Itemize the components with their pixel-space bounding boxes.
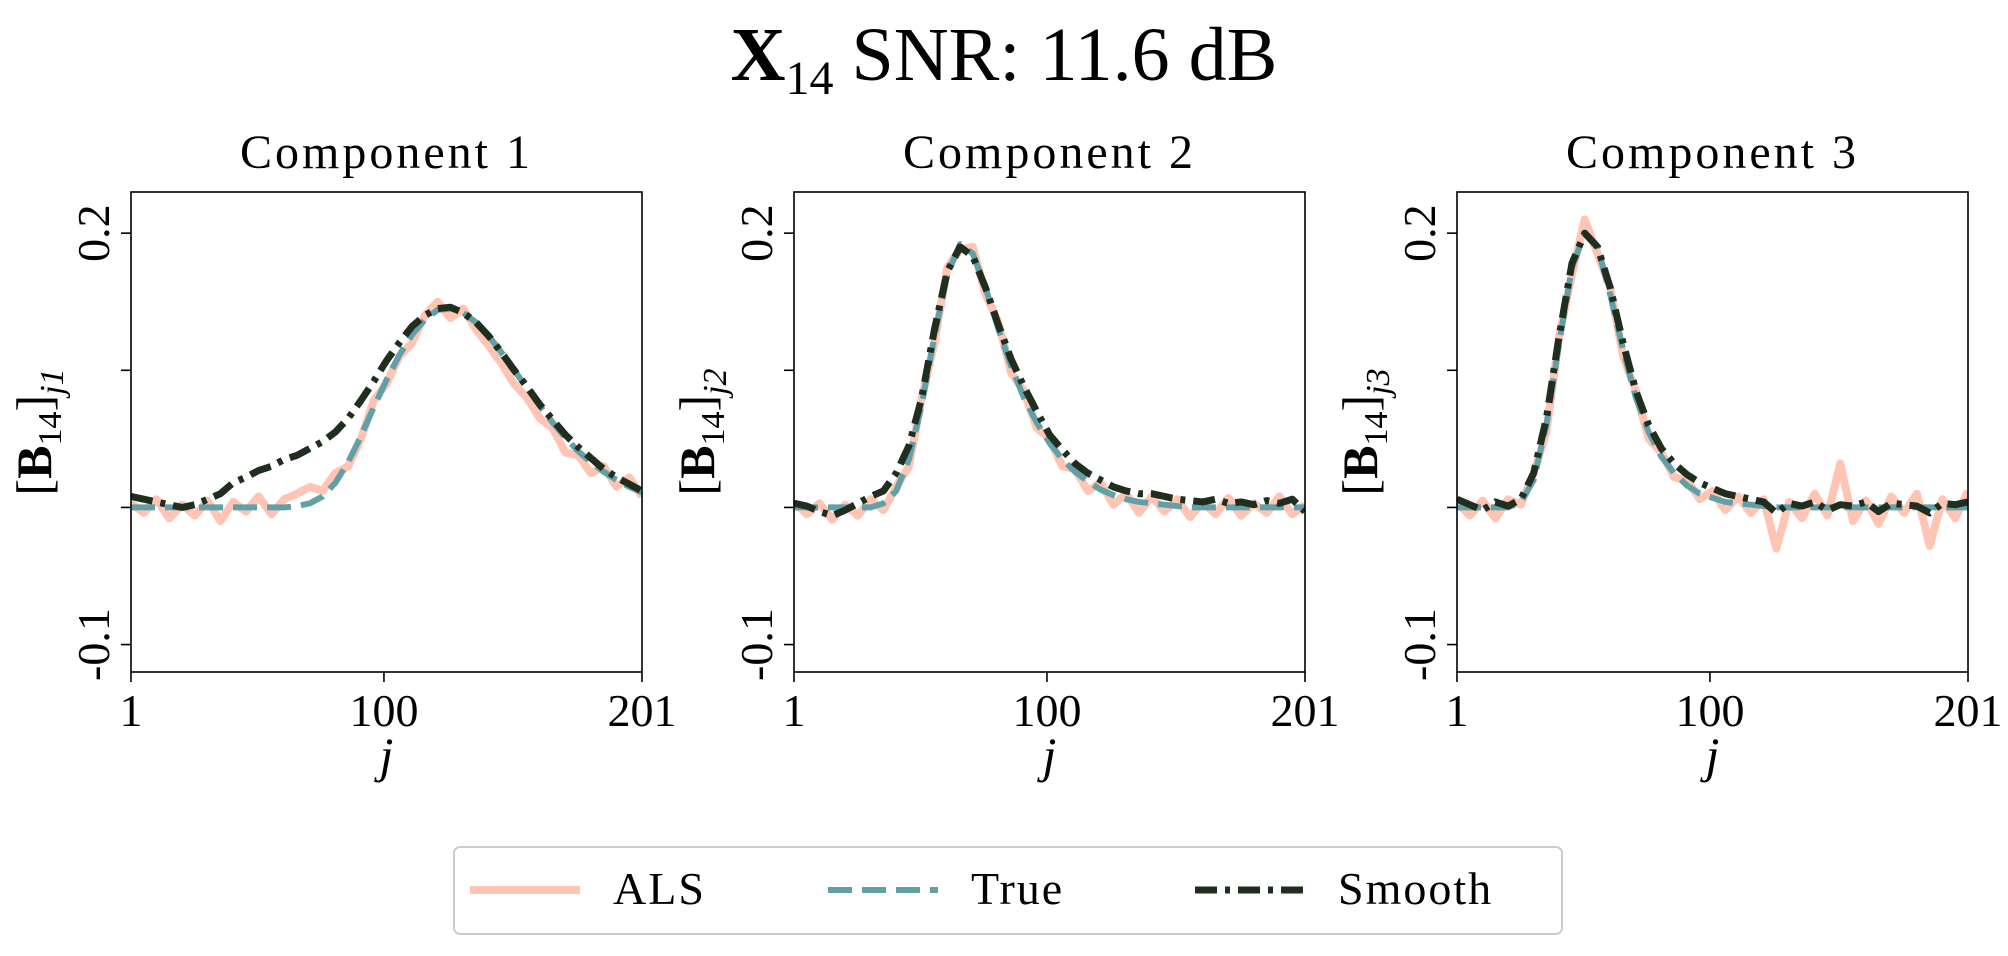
x-tick-label: 201 bbox=[608, 685, 677, 736]
ylabel-index: j2 bbox=[697, 368, 734, 398]
axes-frame bbox=[1456, 191, 1969, 673]
legend-box bbox=[453, 846, 1563, 935]
series-line bbox=[131, 303, 642, 511]
y-tick-label: -0.1 bbox=[1394, 608, 1445, 681]
subplot-title: Component 3 bbox=[1566, 126, 1859, 179]
figure-title: X14 SNR: 11.6 dB bbox=[731, 13, 1278, 105]
ylabel-close: ] bbox=[669, 395, 725, 412]
plot-area bbox=[131, 297, 642, 526]
x-tick-label: 201 bbox=[1934, 685, 2003, 736]
series-line bbox=[1457, 229, 1968, 517]
y-tick-label: -0.1 bbox=[731, 608, 782, 681]
x-tick-label: 201 bbox=[1271, 685, 1340, 736]
axes-frame bbox=[793, 191, 1306, 673]
ylabel-symbol: B bbox=[6, 446, 62, 479]
ylabel-close: ] bbox=[6, 395, 62, 412]
ylabel-subscript: 14 bbox=[695, 412, 732, 446]
x-tick-label: 100 bbox=[1012, 685, 1081, 736]
legend-label: True bbox=[971, 863, 1064, 914]
legend-label: ALS bbox=[613, 863, 706, 914]
title-text: SNR: 11.6 dB bbox=[852, 13, 1278, 97]
ylabel-open: [ bbox=[1332, 479, 1388, 496]
y-tick-label: 0.2 bbox=[68, 204, 119, 262]
x-tick-label: 1 bbox=[783, 685, 806, 736]
series-line bbox=[794, 241, 1305, 511]
y-axis-label: [B14]j2 bbox=[669, 368, 734, 495]
legend-label: Smooth bbox=[1338, 863, 1493, 914]
x-tick-label: 1 bbox=[120, 685, 143, 736]
ylabel-close: ] bbox=[1332, 395, 1388, 412]
x-tick-label: 100 bbox=[1675, 685, 1744, 736]
y-axis-label: [B14]j1 bbox=[6, 368, 71, 495]
ylabel-subscript: 14 bbox=[32, 412, 69, 446]
ylabel-symbol: B bbox=[669, 446, 725, 479]
ylabel-open: [ bbox=[6, 479, 62, 496]
y-tick-label: -0.1 bbox=[68, 608, 119, 681]
title-symbol: X bbox=[731, 13, 786, 97]
y-tick-label: 0.2 bbox=[1394, 204, 1445, 262]
plot-area bbox=[794, 241, 1305, 524]
series-line bbox=[794, 243, 1305, 520]
ylabel-open: [ bbox=[669, 479, 725, 496]
ylabel-symbol: B bbox=[1332, 446, 1388, 479]
axes-frame bbox=[130, 191, 643, 673]
y-tick-label: 0.2 bbox=[731, 204, 782, 262]
plot-area bbox=[1457, 215, 1968, 553]
ylabel-subscript: 14 bbox=[1358, 412, 1395, 446]
subplot-title: Component 1 bbox=[240, 126, 533, 179]
x-tick-label: 100 bbox=[349, 685, 418, 736]
ylabel-index: j1 bbox=[34, 368, 71, 398]
title-subscript: 14 bbox=[786, 52, 834, 105]
y-axis-label: [B14]j3 bbox=[1332, 368, 1397, 495]
x-tick-label: 1 bbox=[1446, 685, 1469, 736]
ylabel-index: j3 bbox=[1360, 368, 1397, 398]
subplot-title: Component 2 bbox=[903, 126, 1196, 179]
